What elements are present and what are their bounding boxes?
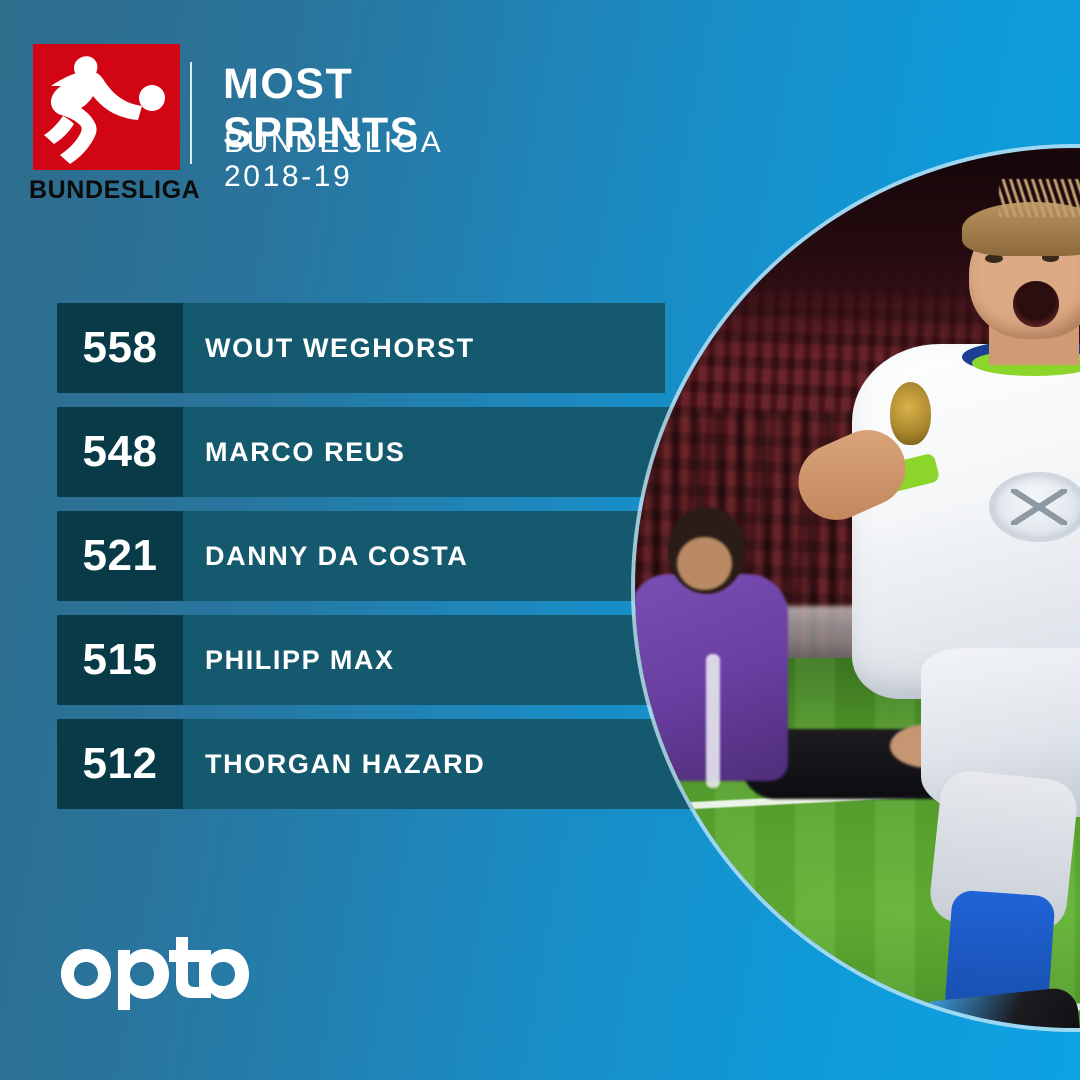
row-value-box: 521 <box>57 511 183 601</box>
row-value-box: 548 <box>57 407 183 497</box>
row-value: 512 <box>82 739 158 788</box>
row-value: 558 <box>82 323 158 372</box>
bundesliga-logo <box>33 44 180 170</box>
player-eye-right <box>1041 252 1060 262</box>
vw-sponsor-logo-icon <box>989 472 1080 543</box>
opta-wordmark-icon <box>61 937 249 1010</box>
table-row: 558 WOUT WEGHORST <box>57 303 665 393</box>
player-mouth <box>1013 281 1059 327</box>
row-name-box: THORGAN HAZARD <box>183 719 717 809</box>
keeper-face <box>677 536 732 591</box>
opta-logo <box>60 935 250 1011</box>
keeper-stripe <box>706 653 720 788</box>
player-eye-left <box>985 254 1004 264</box>
row-value-box: 515 <box>57 615 183 705</box>
page-subtitle: BUNDESLIGA 2018-19 <box>224 126 442 193</box>
row-value: 521 <box>82 531 158 580</box>
main-player: 9 <box>786 183 1080 1028</box>
row-value-box: 558 <box>57 303 183 393</box>
bundesliga-player-kicking-ball-icon <box>44 56 165 164</box>
table-row: 512 THORGAN HAZARD <box>57 719 717 809</box>
photo-vignette <box>635 148 1080 1028</box>
bundesliga-wordmark: BUNDESLIGA <box>29 176 201 204</box>
row-name: DANNY DA COSTA <box>205 540 469 571</box>
row-value-box: 512 <box>57 719 183 809</box>
row-value: 515 <box>82 635 158 684</box>
row-name: MARCO REUS <box>205 436 406 467</box>
dfb-badge-icon <box>889 381 932 446</box>
page-title: MOST SPRINTS <box>223 60 420 157</box>
row-name: THORGAN HAZARD <box>205 748 486 779</box>
row-name-box: WOUT WEGHORST <box>183 303 665 393</box>
background-keeper <box>635 500 811 834</box>
row-value: 548 <box>82 427 158 476</box>
player-photo-image: 9 <box>635 148 1080 1028</box>
row-name-box: MARCO REUS <box>183 407 717 497</box>
header-divider <box>190 62 192 164</box>
row-name: PHILIPP MAX <box>205 644 395 675</box>
row-name: WOUT WEGHORST <box>205 332 475 363</box>
table-row: 548 MARCO REUS <box>57 407 717 497</box>
player-hair <box>962 201 1080 256</box>
player-photo: 9 <box>635 148 1080 1028</box>
